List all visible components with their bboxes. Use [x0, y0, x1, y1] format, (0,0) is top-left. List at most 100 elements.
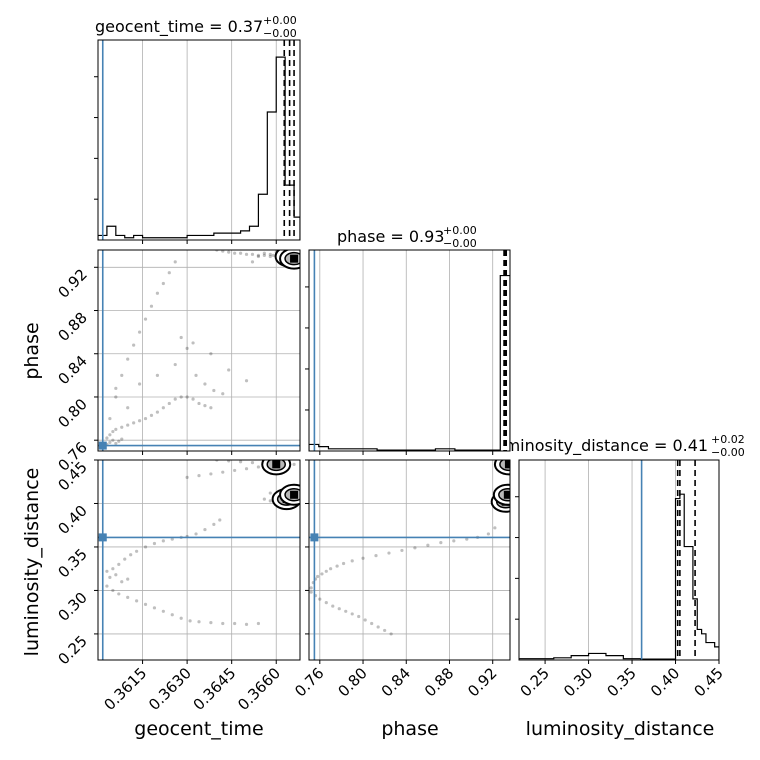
scatter-luminosity-distance-vs-geocent-time-xtick-label-2: 0.3645 [190, 664, 240, 714]
scatter-luminosity-distance-vs-geocent-time-point-45 [233, 468, 237, 473]
scatter-luminosity-distance-vs-phase-point-5 [324, 569, 328, 573]
scatter-luminosity-distance-vs-geocent-time-point-34 [227, 460, 231, 463]
scatter-luminosity-distance-vs-phase-point-15 [426, 543, 430, 547]
scatter-phase-vs-geocent-time-point-75 [271, 253, 275, 258]
scatter-luminosity-distance-vs-phase-point-14 [413, 546, 417, 550]
scatter-luminosity-distance-vs-geocent-time-point-47 [256, 465, 261, 469]
scatter-luminosity-distance-vs-geocent-time-point-14 [212, 522, 216, 526]
scatter-phase-vs-geocent-time-point-21 [221, 250, 225, 253]
scatter-luminosity-distance-vs-geocent-time-contour-peak-1 [290, 490, 299, 499]
scatter-luminosity-distance-vs-geocent-time-point-12 [194, 532, 198, 536]
scatter-luminosity-distance-vs-geocent-time-point-4 [129, 553, 133, 557]
scatter-luminosity-distance-vs-phase-point-9 [350, 559, 354, 563]
scatter-phase-vs-geocent-time-point-34 [108, 416, 112, 421]
title-luminosity-distance: luminosity_distance = 0.41 [490, 436, 708, 456]
scatter-phase-vs-geocent-time-point-35 [114, 395, 118, 399]
scatter-phase-vs-geocent-time-point-4 [120, 425, 124, 429]
scatter-phase-vs-geocent-time-ytick-label-4: 0.92 [54, 265, 90, 301]
scatter-luminosity-distance-vs-phase-point-24 [318, 597, 322, 601]
scatter-luminosity-distance-vs-geocent-time-point-28 [209, 621, 213, 625]
scatter-luminosity-distance-vs-geocent-time-point-36 [250, 461, 255, 465]
scatter-phase-vs-geocent-time-point-14 [179, 395, 183, 399]
scatter-luminosity-distance-vs-phase-point-31 [363, 618, 367, 622]
title-geocent-time-minus: −0.00 [263, 27, 297, 40]
scatter-phase-vs-geocent-time-point-19 [209, 406, 213, 410]
scatter-luminosity-distance-vs-phase-point-4 [320, 572, 324, 576]
scatter-luminosity-distance-vs-geocent-time-point-43 [209, 472, 213, 476]
scatter-phase-vs-geocent-time-point-27 [256, 253, 261, 258]
scatter-luminosity-distance-vs-geocent-time-point-35 [238, 460, 243, 464]
title-luminosity-distance-plus: +0.02 [711, 433, 745, 446]
scatter-luminosity-distance-vs-geocent-time-point-59 [126, 577, 130, 581]
scatter-luminosity-distance-vs-phase-xtick-label-4: 0.92 [464, 664, 500, 700]
scatter-phase-vs-geocent-time-point-8 [143, 416, 148, 421]
scatter-luminosity-distance-vs-phase-point-22 [309, 590, 313, 594]
hist-phase-frame [308, 249, 511, 452]
scatter-luminosity-distance-vs-geocent-time-point-41 [185, 475, 189, 479]
scatter-luminosity-distance-vs-geocent-time-point-8 [161, 539, 165, 543]
scatter-phase-vs-geocent-time-point-47 [185, 346, 189, 350]
scatter-luminosity-distance-vs-phase-xtick-label-0: 0.76 [291, 664, 327, 700]
hist-geocent-time-frame [97, 39, 301, 241]
scatter-luminosity-distance-vs-geocent-time-background [98, 460, 300, 660]
scatter-phase-vs-geocent-time-point-68 [256, 254, 261, 259]
scatter-luminosity-distance-vs-phase-truth-marker [310, 533, 319, 542]
scatter-luminosity-distance-vs-phase-frame [308, 459, 511, 661]
scatter-luminosity-distance-vs-geocent-time-point-17 [111, 588, 115, 593]
scatter-luminosity-distance-vs-phase-point-28 [344, 609, 348, 613]
title-phase: phase = 0.93 [337, 227, 444, 246]
scatter-luminosity-distance-vs-geocent-time-xtick-label-3: 0.3660 [234, 664, 284, 714]
scatter-phase-vs-geocent-time-point-56 [117, 439, 121, 443]
scatter-phase-vs-geocent-time-point-69 [262, 251, 266, 255]
scatter-phase-vs-geocent-time-point-51 [221, 392, 225, 396]
scatter-phase-vs-geocent-time-point-49 [203, 382, 207, 386]
xlabel-luminosity-distance: luminosity_distance [526, 718, 715, 740]
scatter-luminosity-distance-vs-geocent-time-point-30 [233, 621, 237, 626]
scatter-phase-vs-geocent-time-point-46 [179, 335, 183, 340]
scatter-luminosity-distance-vs-geocent-time-point-6 [143, 545, 148, 549]
xlabel-geocent-time: geocent_time [134, 718, 263, 740]
hist-phase-background [309, 250, 510, 451]
title-phase-plus: +0.00 [443, 224, 477, 237]
scatter-luminosity-distance-vs-phase-point-11 [374, 554, 378, 558]
scatter-luminosity-distance-vs-geocent-time-point-15 [218, 518, 222, 522]
scatter-luminosity-distance-vs-geocent-time-point-52 [268, 499, 272, 503]
scatter-luminosity-distance-vs-phase-point-21 [493, 526, 497, 530]
hist-luminosity-distance-xtick-label-3: 0.40 [647, 664, 683, 700]
scatter-luminosity-distance-vs-geocent-time-point-31 [244, 622, 249, 626]
scatter-luminosity-distance-vs-geocent-time-point-40 [292, 462, 296, 466]
scatter-phase-vs-geocent-time-point-22 [227, 250, 231, 254]
scatter-phase-vs-geocent-time-point-45 [173, 260, 177, 264]
scatter-luminosity-distance-vs-geocent-time-point-51 [262, 497, 266, 501]
scatter-luminosity-distance-vs-phase-point-8 [341, 561, 346, 566]
scatter-phase-vs-geocent-time-point-50 [212, 388, 216, 393]
scatter-luminosity-distance-vs-phase-point-33 [376, 625, 380, 629]
scatter-phase-vs-geocent-time-point-53 [108, 440, 112, 444]
scatter-phase-vs-geocent-time-point-42 [155, 291, 160, 295]
scatter-luminosity-distance-vs-geocent-time-point-19 [126, 595, 130, 599]
scatter-phase-vs-geocent-time-point-66 [244, 379, 249, 383]
scatter-luminosity-distance-vs-phase-point-6 [329, 567, 333, 571]
scatter-phase-vs-geocent-time-point-9 [149, 413, 154, 417]
scatter-phase-vs-geocent-time-point-43 [161, 281, 165, 286]
scatter-phase-vs-geocent-time-point-36 [120, 373, 124, 377]
scatter-luminosity-distance-vs-geocent-time-point-7 [152, 541, 157, 546]
scatter-phase-vs-geocent-time-point-6 [132, 421, 136, 425]
scatter-phase-vs-geocent-time-point-7 [137, 419, 142, 423]
hist-luminosity-distance-xtick-label-1: 0.30 [560, 664, 596, 700]
scatter-phase-vs-geocent-time-point-12 [167, 401, 171, 406]
scatter-luminosity-distance-vs-phase-point-18 [465, 537, 469, 541]
scatter-phase-vs-geocent-time-point-18 [203, 404, 207, 408]
scatter-phase-vs-geocent-time-point-64 [209, 352, 213, 356]
scatter-luminosity-distance-vs-phase-point-16 [439, 541, 443, 545]
scatter-phase-vs-geocent-time-point-61 [155, 373, 160, 377]
scatter-luminosity-distance-vs-geocent-time-ytick-label-1: 0.30 [54, 589, 90, 625]
scatter-luminosity-distance-vs-geocent-time-point-26 [188, 619, 192, 623]
scatter-luminosity-distance-vs-geocent-time-point-5 [135, 549, 139, 553]
scatter-luminosity-distance-vs-phase-point-12 [387, 551, 391, 555]
scatter-phase-vs-geocent-time-point-39 [137, 330, 142, 334]
title-geocent-time: geocent_time = 0.37 [95, 17, 263, 37]
scatter-phase-vs-geocent-time-point-48 [194, 373, 198, 377]
scatter-phase-vs-geocent-time-point-62 [173, 362, 177, 367]
scatter-phase-vs-geocent-time-point-41 [149, 304, 154, 308]
